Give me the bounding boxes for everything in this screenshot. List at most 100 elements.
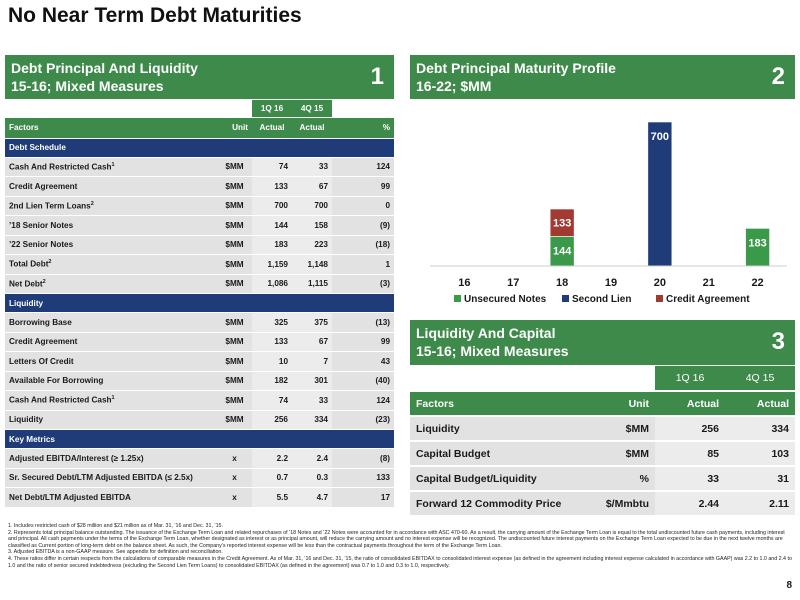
panel-1-number: 1 bbox=[370, 63, 384, 90]
row-label: Available For Borrowing bbox=[9, 376, 104, 386]
footnote: 4. These ratios differ in certain respec… bbox=[8, 555, 792, 569]
bar-unsecured-notes-22 bbox=[745, 228, 770, 267]
pct-change: 99 bbox=[332, 332, 394, 352]
page-number: 8 bbox=[786, 580, 792, 591]
section-label: Liquidity bbox=[5, 293, 217, 313]
unit-cell: $MM bbox=[217, 176, 252, 197]
x-tick-label: 18 bbox=[556, 277, 568, 289]
value-1q16: 2.2 bbox=[252, 448, 292, 469]
value-1q16: 144 bbox=[252, 215, 292, 236]
unit-cell: $MM bbox=[217, 312, 252, 333]
value-4q15: 2.11 bbox=[725, 491, 795, 517]
row-label-cell: Net Debt/LTM Adjusted EBITDA bbox=[5, 487, 217, 508]
legend-item: Second Lien bbox=[562, 294, 631, 305]
unit-cell: $MM bbox=[217, 274, 252, 294]
value-1q16: 133 bbox=[252, 332, 292, 352]
row-label-cell: Credit Agreement bbox=[5, 176, 217, 197]
unit-cell: $MM bbox=[217, 410, 252, 430]
value-4q15: 223 bbox=[292, 235, 332, 255]
row-label: ’18 Senior Notes bbox=[9, 220, 74, 230]
pct-change: (13) bbox=[332, 312, 394, 333]
panel-3-header: Liquidity And Capital 15-16; Mixed Measu… bbox=[410, 320, 795, 365]
period-row: 1Q 16 4Q 15 bbox=[410, 366, 795, 392]
footnote-ref: 2 bbox=[90, 200, 94, 207]
panel-2-header: Debt Principal Maturity Profile 16-22; $… bbox=[410, 55, 795, 99]
section-row: Liquidity bbox=[5, 293, 394, 313]
table-row: Net Debt/LTM Adjusted EBITDA x 5.5 4.7 17 bbox=[5, 487, 394, 508]
row-label-cell: Letters Of Credit bbox=[5, 351, 217, 372]
table-row: Available For Borrowing $MM 182 301 (40) bbox=[5, 371, 394, 391]
row-label: Credit Agreement bbox=[9, 181, 78, 191]
row-label: Adjusted EBITDA/Interest (≥ 1.25x) bbox=[9, 453, 144, 463]
value-4q15: 7 bbox=[292, 351, 332, 372]
bar-unsecured-notes-18 bbox=[549, 236, 575, 267]
row-label-cell: Credit Agreement bbox=[5, 332, 217, 352]
value-1q16: 256 bbox=[655, 416, 725, 442]
table-row: Total Debt2 $MM 1,159 1,148 1 bbox=[5, 254, 394, 275]
row-label-cell: Net Debt2 bbox=[5, 274, 217, 294]
table-row: Borrowing Base $MM 325 375 (13) bbox=[5, 312, 394, 333]
row-label-cell: Cash And Restricted Cash1 bbox=[5, 157, 217, 177]
period-row: 1Q 16 4Q 15 bbox=[5, 100, 394, 118]
value-1q16: 700 bbox=[252, 196, 292, 216]
col-pct: % bbox=[332, 117, 394, 139]
pct-change: 133 bbox=[332, 468, 394, 488]
table-row: Letters Of Credit $MM 10 7 43 bbox=[5, 351, 394, 372]
row-label: Cash And Restricted Cash bbox=[9, 162, 112, 172]
value-4q15: 334 bbox=[725, 416, 795, 442]
row-label: Liquidity bbox=[9, 415, 44, 425]
panel-2-number: 2 bbox=[771, 63, 785, 90]
row-label: Letters Of Credit bbox=[9, 356, 74, 366]
pct-change: (23) bbox=[332, 410, 394, 430]
period-1q16: 1Q 16 bbox=[252, 100, 292, 118]
section-label: Debt Schedule bbox=[5, 138, 217, 158]
period-4q15: 4Q 15 bbox=[292, 100, 332, 118]
row-label-cell: Cash And Restricted Cash1 bbox=[5, 390, 217, 411]
value-4q15: 375 bbox=[292, 312, 332, 333]
pct-change: (3) bbox=[332, 274, 394, 294]
x-tick-label: 22 bbox=[751, 277, 763, 289]
row-label-cell: Liquidity bbox=[5, 410, 217, 430]
pct-change: 124 bbox=[332, 390, 394, 411]
table-row: Credit Agreement $MM 133 67 99 bbox=[5, 332, 394, 352]
footnote-ref: 2 bbox=[42, 278, 46, 285]
unit-cell: $MM bbox=[217, 215, 252, 236]
pct-change: 99 bbox=[332, 176, 394, 197]
row-label: Cash And Restricted Cash bbox=[9, 396, 112, 406]
footnote-ref: 1 bbox=[111, 161, 115, 168]
footnote: 2. Represents total principal balance ou… bbox=[8, 529, 785, 549]
pct-change: (8) bbox=[332, 448, 394, 469]
value-1q16: 182 bbox=[252, 371, 292, 391]
row-label: 2nd Lien Term Loans bbox=[9, 201, 91, 211]
x-tick-label: 17 bbox=[507, 277, 519, 289]
value-4q15: 4.7 bbox=[292, 487, 332, 508]
unit-cell: $MM bbox=[217, 332, 252, 352]
unit-cell: $/Mmbtu bbox=[580, 491, 655, 517]
legend-label: Credit Agreement bbox=[666, 294, 750, 305]
panel-2-title: Debt Principal Maturity Profile bbox=[416, 60, 616, 76]
value-1q16: 133 bbox=[252, 176, 292, 197]
x-tick-label: 19 bbox=[605, 277, 617, 289]
value-1q16: 325 bbox=[252, 312, 292, 333]
value-4q15: 158 bbox=[292, 215, 332, 236]
value-1q16: 5.5 bbox=[252, 487, 292, 508]
pct-change: (18) bbox=[332, 235, 394, 255]
unit-cell: x bbox=[217, 468, 252, 488]
col-actual-2: Actual bbox=[292, 117, 332, 139]
value-4q15: 1,148 bbox=[292, 254, 332, 275]
value-4q15: 0.3 bbox=[292, 468, 332, 488]
footnote-ref: 2 bbox=[48, 259, 52, 266]
unit-cell: $MM bbox=[580, 416, 655, 442]
section-row: Key Metrics bbox=[5, 429, 394, 449]
footnote-ref: 1 bbox=[111, 395, 115, 402]
value-4q15: 67 bbox=[292, 332, 332, 352]
pct-change: (40) bbox=[332, 371, 394, 391]
legend-swatch bbox=[656, 295, 663, 302]
data-label: 133 bbox=[553, 218, 571, 230]
value-1q16: 74 bbox=[252, 390, 292, 411]
section-row: Debt Schedule bbox=[5, 138, 394, 158]
row-label-cell: Total Debt2 bbox=[5, 254, 217, 275]
table-row: Sr. Secured Debt/LTM Adjusted EBITDA (≤ … bbox=[5, 468, 394, 488]
legend-swatch bbox=[454, 295, 461, 302]
unit-cell: % bbox=[580, 466, 655, 492]
